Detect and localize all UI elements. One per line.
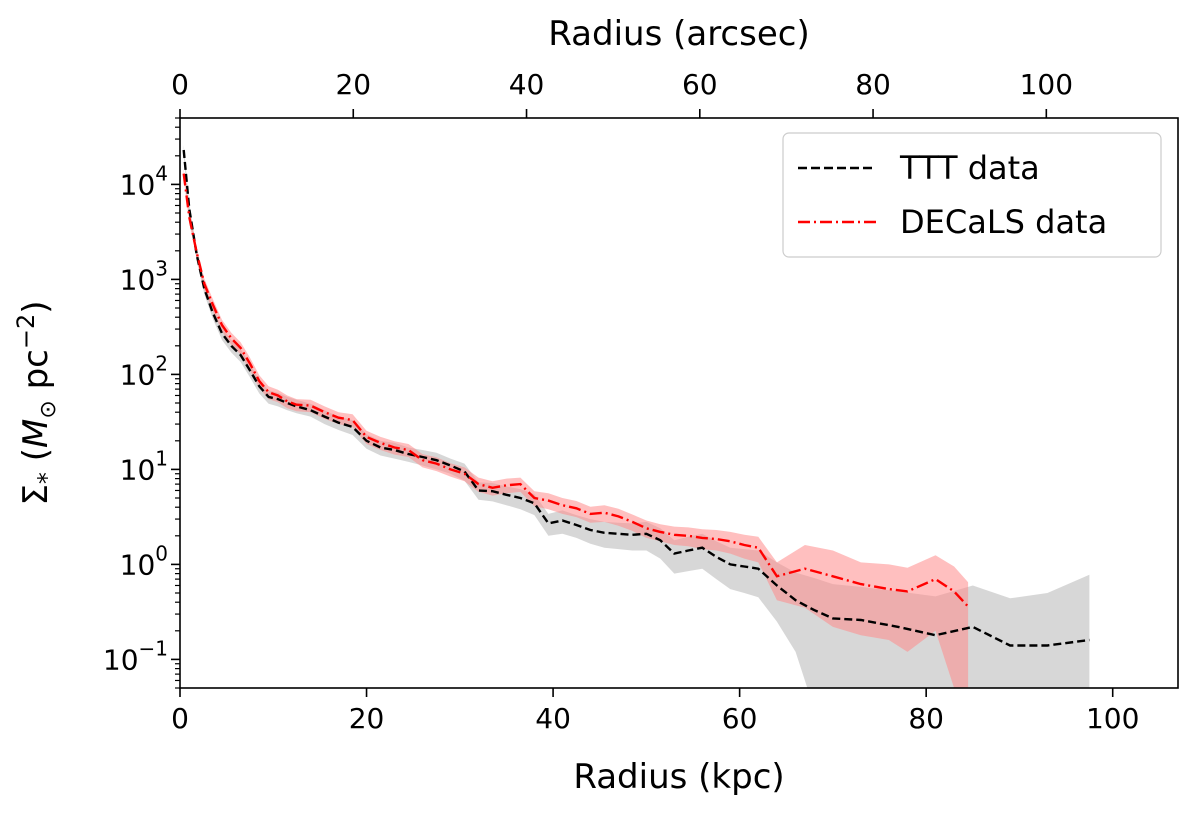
- y-tick-exponent: 3: [155, 256, 168, 280]
- y-tick-label: 10−1: [103, 636, 168, 676]
- legend-label-ttt: TTT data: [899, 149, 1040, 187]
- y-tick-base: 10: [103, 643, 139, 676]
- y-title-m: M: [16, 419, 56, 448]
- x-tick-label: 20: [349, 702, 385, 735]
- x2-tick-label: 0: [171, 68, 189, 101]
- y-tick-base: 10: [120, 453, 156, 486]
- x-axis-top: 0 20 40 60 80 100: [171, 68, 1073, 118]
- x-tick-label: 40: [535, 702, 571, 735]
- y-title-open: (: [16, 448, 56, 472]
- series-lines: [182, 149, 1090, 647]
- x-tick-label: 0: [171, 702, 189, 735]
- y-title-sigma: Σ: [16, 484, 56, 505]
- y-tick-label: 101: [120, 446, 168, 486]
- y-tick-label: 102: [120, 351, 168, 391]
- y-tick-label: 100: [120, 541, 168, 581]
- series-line-ttt: [182, 149, 1090, 647]
- y-title-exp: −2: [12, 314, 40, 349]
- y-tick-exponent: −1: [139, 636, 168, 660]
- x2-tick-label: 80: [855, 68, 891, 101]
- y-tick-base: 10: [120, 263, 156, 296]
- y-title-msub: ⊙: [36, 400, 61, 418]
- legend-label-decals: DECaLS data: [900, 203, 1107, 241]
- y-axis-title: Σ* (M⊙ pc−2): [12, 300, 61, 505]
- y-tick-exponent: 1: [155, 446, 168, 470]
- error-bands: [183, 145, 1090, 688]
- error-band-ttt: [183, 145, 1090, 688]
- x-axis-title: Radius (kpc): [573, 757, 784, 797]
- y-tick-exponent: 2: [155, 351, 168, 375]
- x2-axis-title: Radius (arcsec): [548, 14, 809, 54]
- error-band-decals: [183, 169, 969, 688]
- y-title-close: ): [16, 300, 56, 313]
- legend-box: [782, 132, 1162, 258]
- y-tick-label: 104: [120, 161, 168, 201]
- y-tick-exponent: 0: [155, 541, 168, 565]
- y-tick-base: 10: [120, 358, 156, 391]
- x-tick-label: 80: [908, 702, 944, 735]
- x-tick-label: 100: [1086, 702, 1139, 735]
- y-tick-base: 10: [120, 548, 156, 581]
- y-tick-base: 10: [120, 168, 156, 201]
- series-line-decals: [182, 173, 969, 608]
- x2-tick-label: 20: [335, 68, 371, 101]
- y-title-pc: pc: [16, 349, 56, 400]
- x2-tick-label: 60: [682, 68, 718, 101]
- x2-tick-label: 100: [1020, 68, 1073, 101]
- legend: TTT data DECaLS data: [782, 132, 1162, 258]
- y-tick-exponent: 4: [155, 161, 168, 185]
- x2-tick-label: 40: [509, 68, 545, 101]
- x-tick-label: 60: [722, 702, 758, 735]
- x-axis-bottom: 0 20 40 60 80 100: [171, 688, 1139, 735]
- y-tick-label: 103: [120, 256, 168, 296]
- y-title-sub: *: [33, 472, 61, 484]
